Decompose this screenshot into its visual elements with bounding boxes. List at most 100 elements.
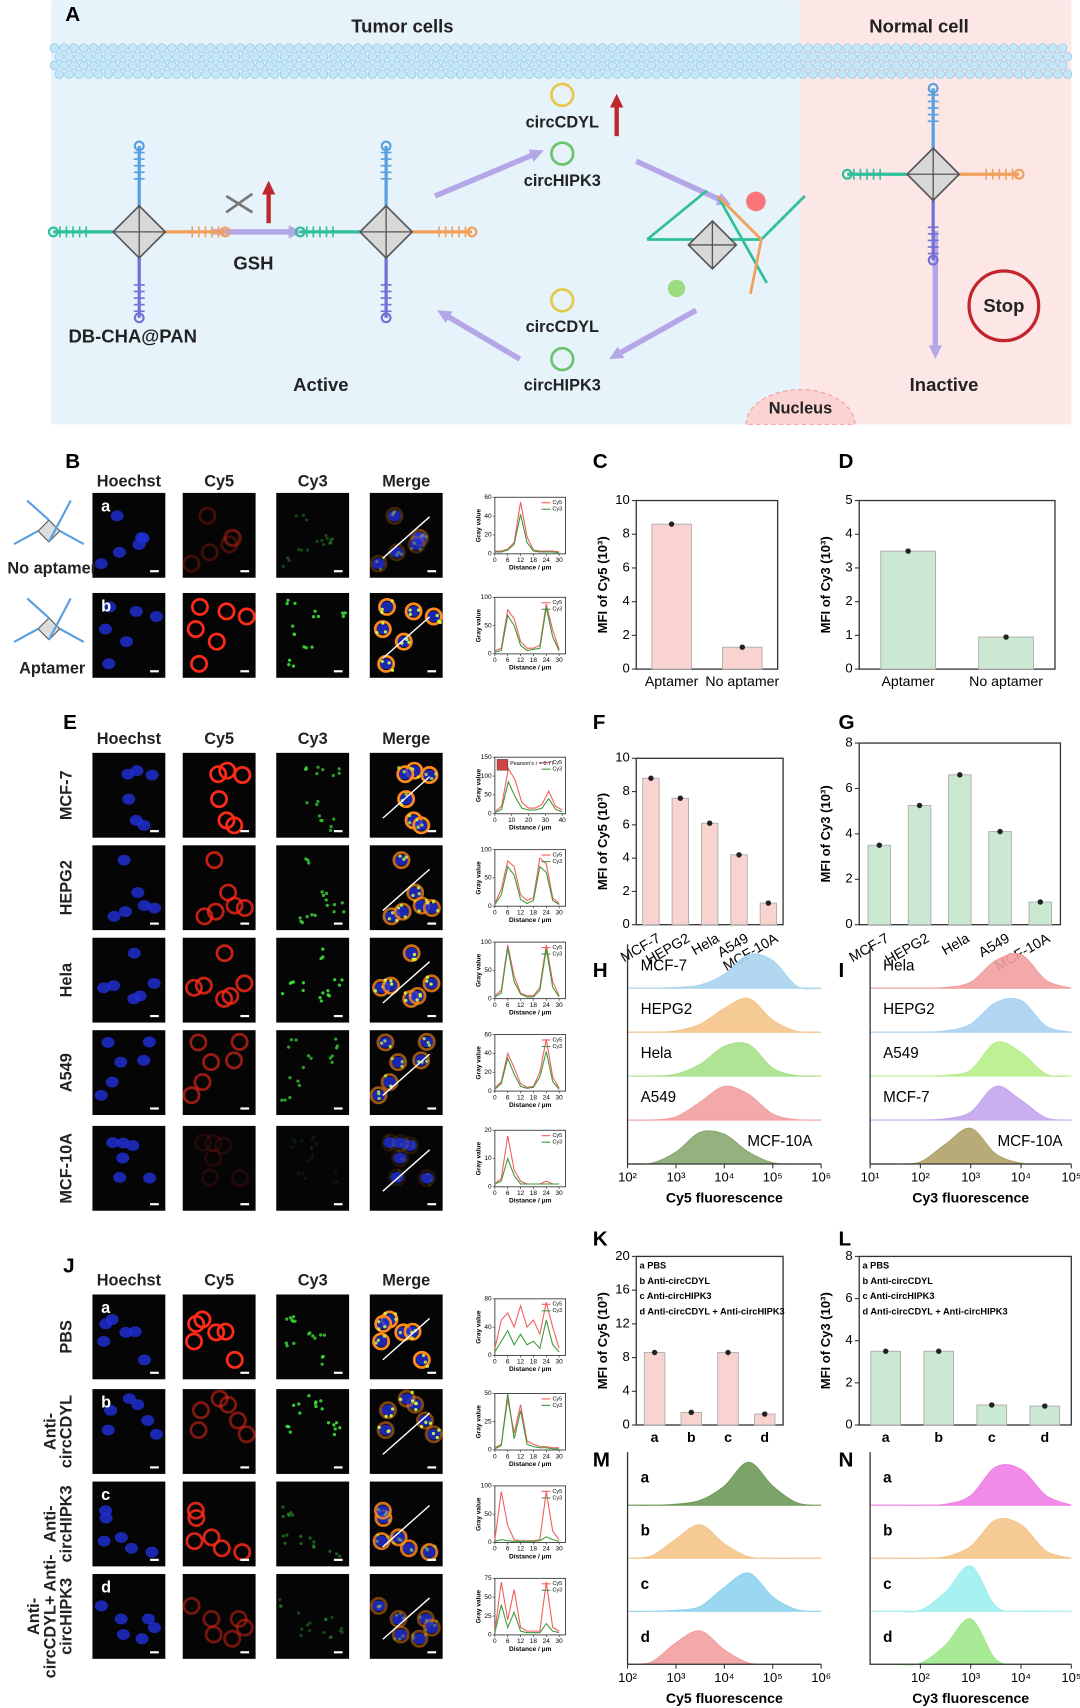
membrane-bead	[871, 43, 882, 53]
cy3-stain	[416, 608, 421, 612]
cy3-stain	[409, 1547, 413, 1551]
x-axis-title: Distance / μm	[509, 1366, 552, 1373]
cy3-stain	[296, 1171, 301, 1176]
x-tick-label: 10⁴	[1011, 1170, 1031, 1185]
cy3-stain	[403, 915, 407, 919]
membrane-bead	[1053, 69, 1063, 79]
membrane-bead	[739, 52, 750, 62]
cy3-stain	[332, 1432, 337, 1437]
probe-label: DB-CHA@PAN	[68, 325, 196, 346]
membrane-bead	[514, 69, 525, 79]
cy3-stain	[436, 908, 440, 913]
membrane-bead	[710, 52, 720, 62]
legend-label: a PBS	[862, 1261, 889, 1271]
cy3-stain	[334, 1046, 339, 1050]
membrane-bead	[186, 43, 197, 53]
column-header: Cy5	[204, 472, 234, 490]
membrane-bead	[588, 43, 598, 53]
membrane-bead	[548, 43, 559, 53]
nucleus-stain	[119, 1326, 133, 1338]
cy3-stain	[313, 1336, 317, 1340]
membrane-bead	[524, 69, 534, 79]
membrane-bead	[294, 43, 304, 53]
membrane-bead	[265, 43, 275, 53]
bar	[907, 805, 932, 926]
cy3-stain	[326, 989, 330, 993]
cy5-stain	[407, 535, 426, 554]
membrane-bead	[690, 69, 701, 79]
plot-frame	[635, 499, 779, 670]
membrane-bead	[118, 60, 128, 71]
cy3-stain	[383, 1513, 387, 1517]
y-tick-label: 0	[488, 1632, 492, 1639]
x-tick-label: 10⁴	[714, 1670, 734, 1685]
membrane-bead	[553, 52, 564, 62]
membrane-bead	[289, 52, 299, 62]
cy5-stain	[374, 1314, 393, 1333]
membrane-bead	[759, 52, 769, 62]
profile-line	[494, 1536, 560, 1542]
membrane-bead	[690, 52, 701, 62]
x-axis-title: Distance / μm	[509, 1646, 552, 1653]
x-tick-label: 18	[530, 1546, 538, 1553]
membrane-bead	[260, 69, 270, 79]
nucleus-stain	[122, 1393, 136, 1405]
cy3-stain	[313, 1401, 318, 1406]
nucleus-stain	[132, 539, 146, 550]
x-axis-title: Distance / μm	[509, 825, 552, 832]
legend-label: Cy3	[553, 859, 563, 865]
membrane-bead	[108, 43, 118, 53]
series-label: MCF-10A	[747, 1133, 813, 1150]
x-tick-label: 30	[542, 817, 550, 824]
cy5-stain	[204, 1134, 223, 1153]
membrane-bead	[637, 60, 647, 71]
legend-label: Cy5	[553, 600, 563, 606]
cy5-stain	[223, 1629, 242, 1648]
y-tick-label: 8	[622, 783, 629, 798]
membrane-bead	[891, 43, 901, 53]
profile-line	[494, 1582, 560, 1632]
cy3-stain	[309, 1145, 313, 1149]
legend-label: c Anti-circHIPK3	[640, 1291, 712, 1301]
cy3-stain	[417, 892, 421, 896]
membrane-bead	[710, 69, 720, 79]
probe-icon-arm	[13, 597, 85, 643]
x-tick-label: 18	[530, 1190, 538, 1197]
cy3-stain	[321, 991, 325, 995]
membrane-bead	[539, 60, 549, 71]
nucleus-stain	[412, 1633, 426, 1645]
membrane-bead	[852, 60, 862, 71]
y-tick-label: 0	[622, 1416, 629, 1431]
membrane-bead	[289, 69, 299, 79]
membrane-bead	[969, 43, 980, 53]
panel-label: H	[593, 959, 608, 982]
cy3-stain	[401, 1616, 405, 1620]
x-tick-label: 0	[493, 1094, 497, 1101]
cy3-stain	[305, 548, 310, 552]
cy3-stain	[416, 886, 421, 890]
y-tick-label: 4	[845, 1332, 852, 1347]
series-label: Hela	[641, 1045, 673, 1062]
x-axis-title: Distance / μm	[509, 1102, 552, 1109]
circ-label: circHIPK3	[524, 172, 601, 190]
membrane-bead	[685, 60, 696, 71]
nucleus-stain	[128, 1326, 142, 1338]
membrane-bead	[132, 69, 143, 79]
membrane-bead	[764, 60, 774, 71]
cy3-stain	[320, 538, 324, 543]
cy3-stain	[340, 1630, 344, 1634]
row-tag: a	[101, 1299, 111, 1317]
x-tick-label: 18	[530, 1359, 538, 1366]
dna-loop	[1013, 168, 1025, 180]
row-label: No aptamer	[7, 559, 97, 577]
membrane-bead	[318, 52, 329, 62]
legend-label: Cy5	[553, 1581, 563, 1587]
cy3-stain	[315, 539, 319, 544]
cy5-stain	[418, 1169, 436, 1188]
cy3-stain	[294, 1038, 298, 1042]
histogram-area	[870, 1041, 1072, 1078]
bar	[923, 1350, 955, 1426]
membrane-bead	[353, 60, 363, 71]
cy3-stain	[380, 607, 384, 612]
cy3-stain	[288, 1316, 293, 1320]
